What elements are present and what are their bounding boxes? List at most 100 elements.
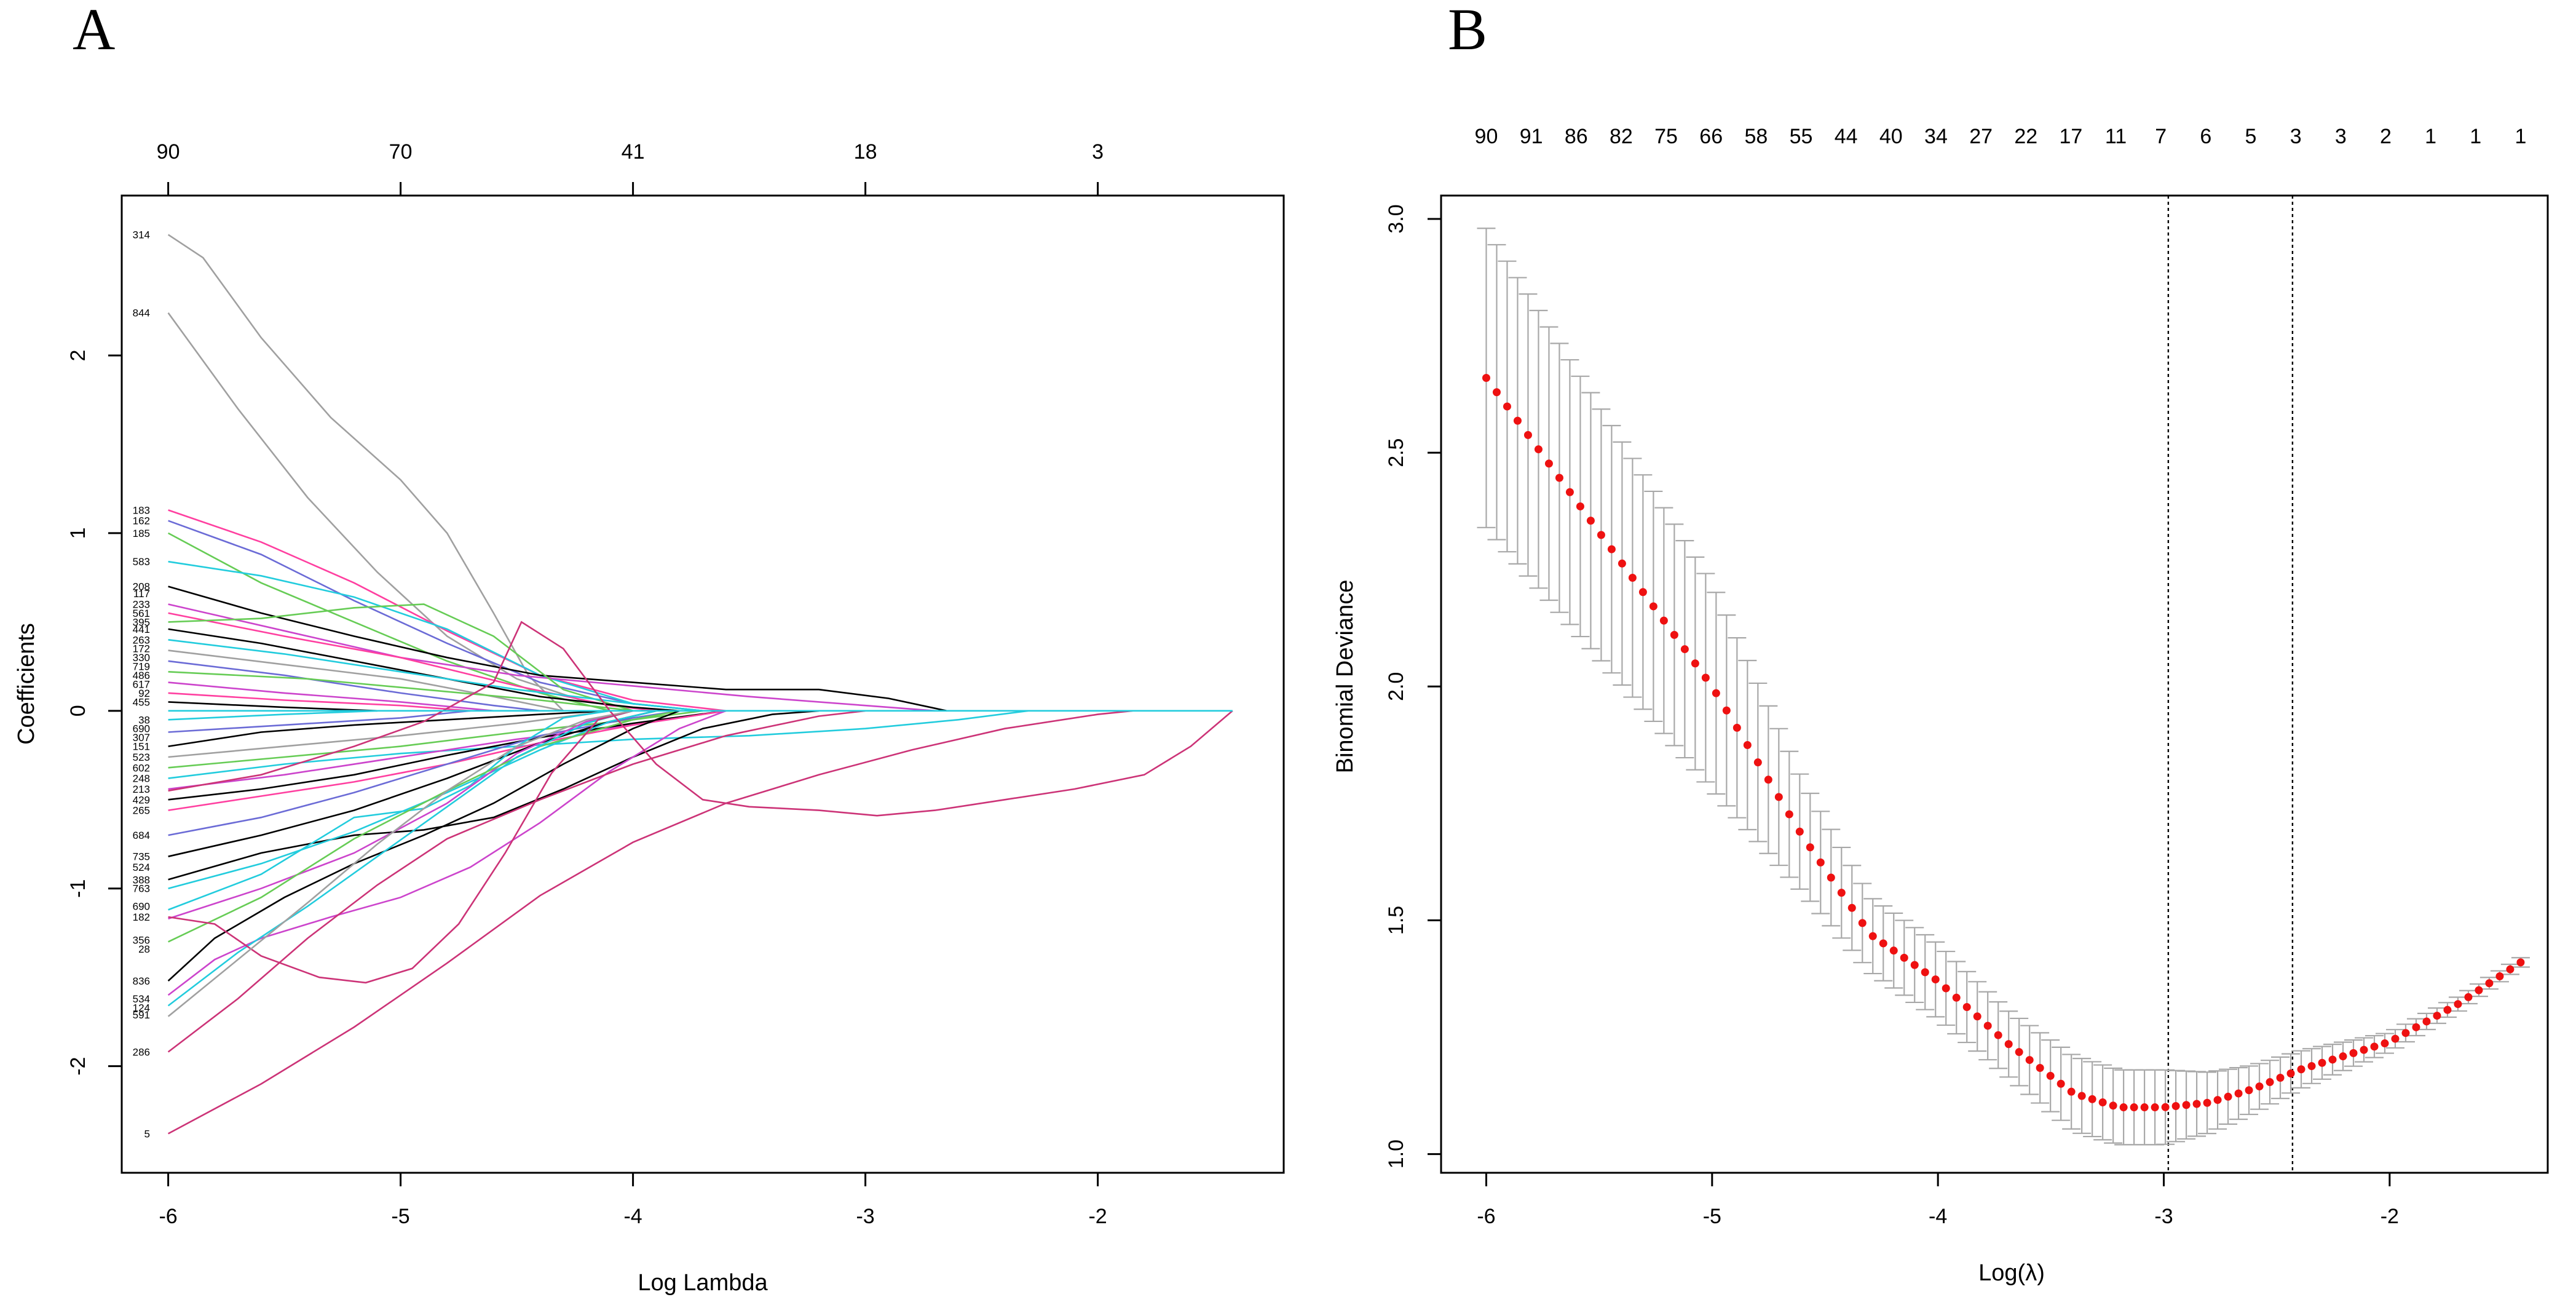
top-tick-label: 41 — [622, 140, 645, 164]
panel-b-cross-validation: -6 -5 -4 -3 -2 1.01.52.02.53.0 90 91 86 82 75 66 5… — [1332, 125, 2549, 1286]
x-axis-title: Log(λ) — [1978, 1260, 2045, 1286]
coefficient-path-40 — [167, 710, 1133, 1135]
top-axis-ticks: 90 91 86 82 75 66 58 55 44 40 34 27 22 17 11 7 6 5 3 3 2 1 1 1 — [1475, 125, 2527, 148]
variable-label: 523 — [133, 752, 150, 763]
coefficient-path-30 — [168, 710, 657, 889]
mean-deviance-point — [2328, 1055, 2337, 1064]
y-tick-label: 1 — [66, 527, 90, 539]
mean-deviance-point — [1597, 531, 1605, 539]
mean-deviance-point — [1712, 689, 1720, 697]
variable-label: 524 — [133, 862, 150, 873]
top-tick-label: 1 — [2425, 125, 2436, 148]
variable-label: 151 — [133, 741, 150, 753]
coefficient-path-39 — [167, 710, 866, 1053]
mean-deviance-point — [1722, 706, 1731, 715]
variable-label: 844 — [133, 307, 150, 319]
coefficient-path-21 — [168, 710, 610, 758]
coefficient-path-11 — [168, 639, 703, 712]
mean-deviance-point — [2391, 1034, 2400, 1043]
y-axis-title: Coefficients — [14, 623, 39, 745]
variable-label: 583 — [133, 556, 150, 568]
coefficient-path-41 — [168, 621, 1233, 817]
x-tick-label: -2 — [1088, 1205, 1107, 1228]
mean-deviance-point — [2203, 1098, 2211, 1107]
mean-deviance-point — [1931, 975, 1940, 984]
coefficient-paths — [167, 234, 1233, 1135]
variable-label: 248 — [133, 773, 150, 785]
top-tick-label: 7 — [2155, 125, 2167, 148]
top-tick-label: 3 — [2290, 125, 2302, 148]
top-tick-label: 5 — [2245, 125, 2257, 148]
y-axis-ticks: 1.0 1.5 2.0 2.5 3.0 — [1385, 204, 1441, 1168]
y-axis-ticks: -2 -1 0 1 2 — [66, 350, 122, 1076]
mean-deviance-point — [2119, 1103, 2128, 1112]
mean-deviance-point — [2401, 1029, 2410, 1037]
coefficient-path-16 — [168, 692, 471, 712]
mean-deviance-point — [2067, 1087, 2076, 1096]
top-tick-label: 34 — [1924, 125, 1948, 148]
top-tick-label: 3 — [1092, 140, 1104, 164]
mean-deviance-point — [1503, 402, 1511, 411]
mean-deviance-point — [1743, 741, 1752, 750]
mean-deviance-point — [2485, 979, 2494, 988]
mean-deviance-point — [1753, 758, 1762, 767]
coefficient-path-29 — [168, 710, 820, 881]
coefficient-path-31 — [168, 710, 610, 911]
mean-deviance-point — [1847, 903, 1856, 912]
mean-deviance-point — [1691, 659, 1699, 668]
top-tick-label: 18 — [854, 140, 877, 164]
x-tick-label: -4 — [623, 1205, 642, 1228]
x-tick-label: -3 — [856, 1205, 874, 1228]
coefficient-path-4 — [167, 532, 610, 712]
top-tick-label: 91 — [1520, 125, 1543, 148]
mean-deviance-point — [1482, 374, 1490, 383]
variable-label: 172 — [133, 643, 150, 655]
top-axis-ticks: 90 70 41 18 3 — [157, 140, 1104, 196]
mean-deviance-point — [2433, 1012, 2441, 1020]
mean-deviance-point — [1889, 946, 1898, 955]
coefficient-path-25 — [168, 710, 726, 801]
mean-deviance-point — [2360, 1045, 2368, 1054]
mean-deviance-point — [1649, 602, 1657, 611]
mean-deviance-point — [1994, 1031, 2002, 1039]
mean-deviance-point — [2109, 1101, 2117, 1110]
top-tick-label: 1 — [2470, 125, 2481, 148]
variable-label: 263 — [133, 634, 150, 646]
lambda-reference-lines — [2167, 196, 2294, 1173]
top-tick-label: 11 — [2105, 125, 2127, 148]
mean-deviance-point — [1618, 559, 1626, 568]
top-tick-label: 86 — [1565, 125, 1588, 148]
variable-label: 441 — [133, 624, 150, 635]
plot-area-frame — [121, 194, 1285, 1174]
mean-deviance-point — [2443, 1006, 2452, 1014]
y-tick-label: 1.5 — [1385, 906, 1408, 935]
variable-label: 182 — [133, 911, 150, 923]
mean-deviance-point — [2339, 1052, 2347, 1061]
mean-deviance-point — [2412, 1023, 2420, 1031]
variable-label: 735 — [133, 851, 150, 863]
variable-label: 213 — [133, 783, 150, 795]
y-tick-label: 1.0 — [1385, 1140, 1408, 1168]
mean-deviance-point — [1513, 416, 1522, 425]
mean-deviance-point — [2036, 1063, 2044, 1072]
variable-label: 124 — [133, 1002, 150, 1014]
mean-deviance-point — [2276, 1074, 2285, 1082]
mean-deviance-point — [2307, 1061, 2316, 1070]
mean-deviance-point — [2098, 1098, 2107, 1107]
mean-deviance-point — [2015, 1048, 2023, 1057]
variable-labels: 3148441831621855832081172335613954412631… — [133, 229, 150, 1140]
mean-deviance-point — [1942, 984, 1950, 993]
plot-area-frame — [1440, 194, 2549, 1174]
mean-deviance-point — [1983, 1021, 1992, 1030]
top-tick-label: 90 — [157, 140, 180, 164]
variable-label: 307 — [133, 732, 150, 744]
mean-deviance-point — [1785, 810, 1793, 819]
x-tick-label: -6 — [159, 1205, 177, 1228]
x-tick-label: -6 — [1477, 1205, 1495, 1228]
mean-deviance-point — [1492, 388, 1501, 397]
panel-letter-b: B — [1448, 0, 1487, 62]
variable-label: 183 — [133, 504, 150, 516]
mean-deviance-point — [2182, 1101, 2191, 1109]
variable-label: 265 — [133, 805, 150, 817]
variable-label: 162 — [133, 515, 150, 527]
